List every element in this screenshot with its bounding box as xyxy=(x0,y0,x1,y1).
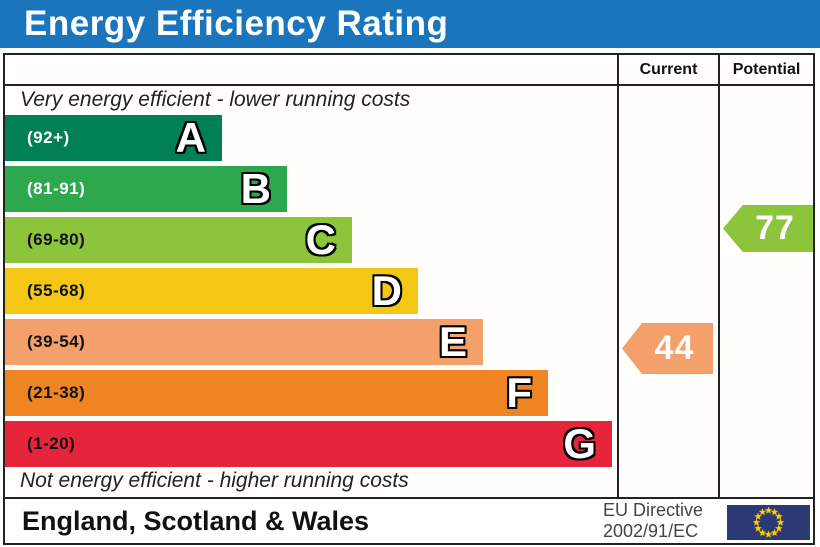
band-letter: B xyxy=(240,165,271,212)
table-header-row xyxy=(5,55,813,86)
top-note: Very energy efficient - lower running co… xyxy=(20,88,411,111)
band-range: (69-80) xyxy=(27,230,86,249)
band-range: (39-54) xyxy=(27,332,86,351)
region-label: England, Scotland & Wales xyxy=(22,505,370,536)
rating-table: Current Potential Very energy efficient … xyxy=(3,53,815,499)
column-header-current: Current xyxy=(639,60,698,78)
eu-directive-line2: 2002/91/EC xyxy=(603,521,699,541)
band-range: (55-68) xyxy=(27,281,86,300)
band-row-a: (92+) A xyxy=(5,115,222,161)
band-row-c: (69-80) C xyxy=(5,217,352,263)
band-range: (1-20) xyxy=(27,434,76,453)
band-row-b: (81-91) B xyxy=(5,166,287,212)
band-letter: F xyxy=(506,369,532,416)
eu-flag-icon xyxy=(727,505,810,540)
potential-rating-arrow: 77 xyxy=(723,205,813,252)
footer-bar: England, Scotland & Wales EU Directive 2… xyxy=(3,497,815,545)
bottom-note: Not energy efficient - higher running co… xyxy=(20,469,409,492)
title-bar: Energy Efficiency Rating xyxy=(0,0,820,48)
column-separator-potential xyxy=(718,55,720,497)
eu-directive-label: EU Directive 2002/91/EC xyxy=(603,500,703,542)
current-rating-arrow: 44 xyxy=(622,323,713,374)
band-letter: A xyxy=(175,114,206,161)
band-letter: C xyxy=(305,216,336,263)
band-letter: D xyxy=(371,267,402,314)
band-letter: E xyxy=(438,318,467,365)
page-title: Energy Efficiency Rating xyxy=(24,4,449,43)
band-row-g: (1-20) G xyxy=(5,421,612,467)
band-range: (21-38) xyxy=(27,383,86,402)
potential-rating-value: 77 xyxy=(755,209,795,247)
band-range: (81-91) xyxy=(27,179,86,198)
band-letter: G xyxy=(563,420,596,467)
band-range: (92+) xyxy=(27,128,70,147)
column-header-potential: Potential xyxy=(732,60,801,78)
band-row-d: (55-68) D xyxy=(5,268,418,314)
band-row-e: (39-54) E xyxy=(5,319,483,365)
band-row-f: (21-38) F xyxy=(5,370,548,416)
column-separator-current xyxy=(617,55,619,497)
eu-directive-line1: EU Directive xyxy=(603,500,704,520)
current-rating-value: 44 xyxy=(654,329,695,367)
